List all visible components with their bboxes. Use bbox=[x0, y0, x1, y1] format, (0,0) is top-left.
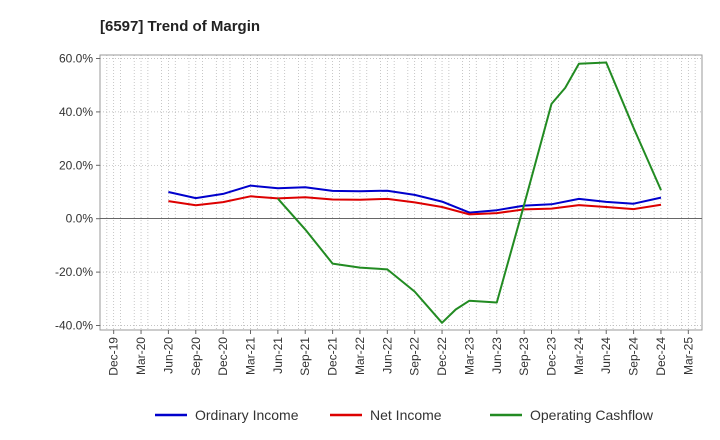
x-axis-ticks: Dec-19 Mar-20 Jun-20 Sep-20 Dec-20 Mar-21 Jun-… bbox=[107, 330, 695, 376]
x-tick-label: Jun-23 bbox=[490, 337, 504, 374]
x-tick-label: Sep-22 bbox=[408, 337, 422, 376]
series-line-ordinary-income bbox=[168, 184, 662, 214]
legend-label-operating-cashflow: Operating Cashflow bbox=[530, 407, 654, 423]
legend-label-net-income: Net Income bbox=[370, 407, 442, 423]
series-lines bbox=[168, 61, 662, 324]
y-tick-label: -20.0% bbox=[55, 265, 93, 279]
y-tick-label: 20.0% bbox=[59, 158, 93, 172]
x-tick-label: Dec-24 bbox=[654, 337, 668, 376]
x-tick-label: Sep-20 bbox=[189, 337, 203, 376]
y-tick-label: 0.0% bbox=[66, 212, 94, 226]
x-tick-label: Sep-23 bbox=[517, 337, 531, 376]
x-tick-label: Dec-21 bbox=[326, 337, 340, 376]
y-tick-label: 60.0% bbox=[59, 52, 93, 66]
legend-label-ordinary-income: Ordinary Income bbox=[195, 407, 299, 423]
series-line-net-income bbox=[168, 195, 662, 216]
x-tick-label: Dec-20 bbox=[216, 337, 230, 376]
y-tick-label: -40.0% bbox=[55, 319, 93, 333]
x-tick-label: Mar-21 bbox=[244, 337, 258, 375]
chart-title: [6597] Trend of Margin bbox=[100, 18, 260, 35]
y-axis-ticks: 60.0% 40.0% 20.0% 0.0% -20.0% -40.0% bbox=[55, 52, 100, 333]
x-tick-label: Jun-22 bbox=[380, 337, 394, 374]
x-tick-label: Jun-21 bbox=[271, 337, 285, 374]
y-tick-label: 40.0% bbox=[59, 105, 93, 119]
x-tick-label: Mar-24 bbox=[572, 337, 586, 375]
x-tick-label: Dec-19 bbox=[107, 337, 121, 376]
x-tick-label: Dec-23 bbox=[545, 337, 559, 376]
x-tick-label: Jun-20 bbox=[161, 337, 175, 374]
horizontal-grid bbox=[100, 58, 702, 326]
plot-frame bbox=[99, 54, 703, 331]
vertical-grid bbox=[106, 55, 696, 330]
x-tick-label: Sep-21 bbox=[298, 337, 312, 376]
x-tick-label: Jun-24 bbox=[599, 337, 613, 374]
series-line-operating-cashflow bbox=[277, 61, 662, 324]
x-tick-label: Mar-23 bbox=[462, 337, 476, 375]
x-tick-label: Mar-22 bbox=[353, 337, 367, 375]
x-tick-label: Dec-22 bbox=[435, 337, 449, 376]
x-tick-label: Mar-20 bbox=[134, 337, 148, 375]
x-tick-label: Mar-25 bbox=[681, 337, 695, 375]
x-tick-label: Sep-24 bbox=[627, 337, 641, 376]
legend: Ordinary Income Net Income Operating Cashf… bbox=[155, 407, 654, 423]
